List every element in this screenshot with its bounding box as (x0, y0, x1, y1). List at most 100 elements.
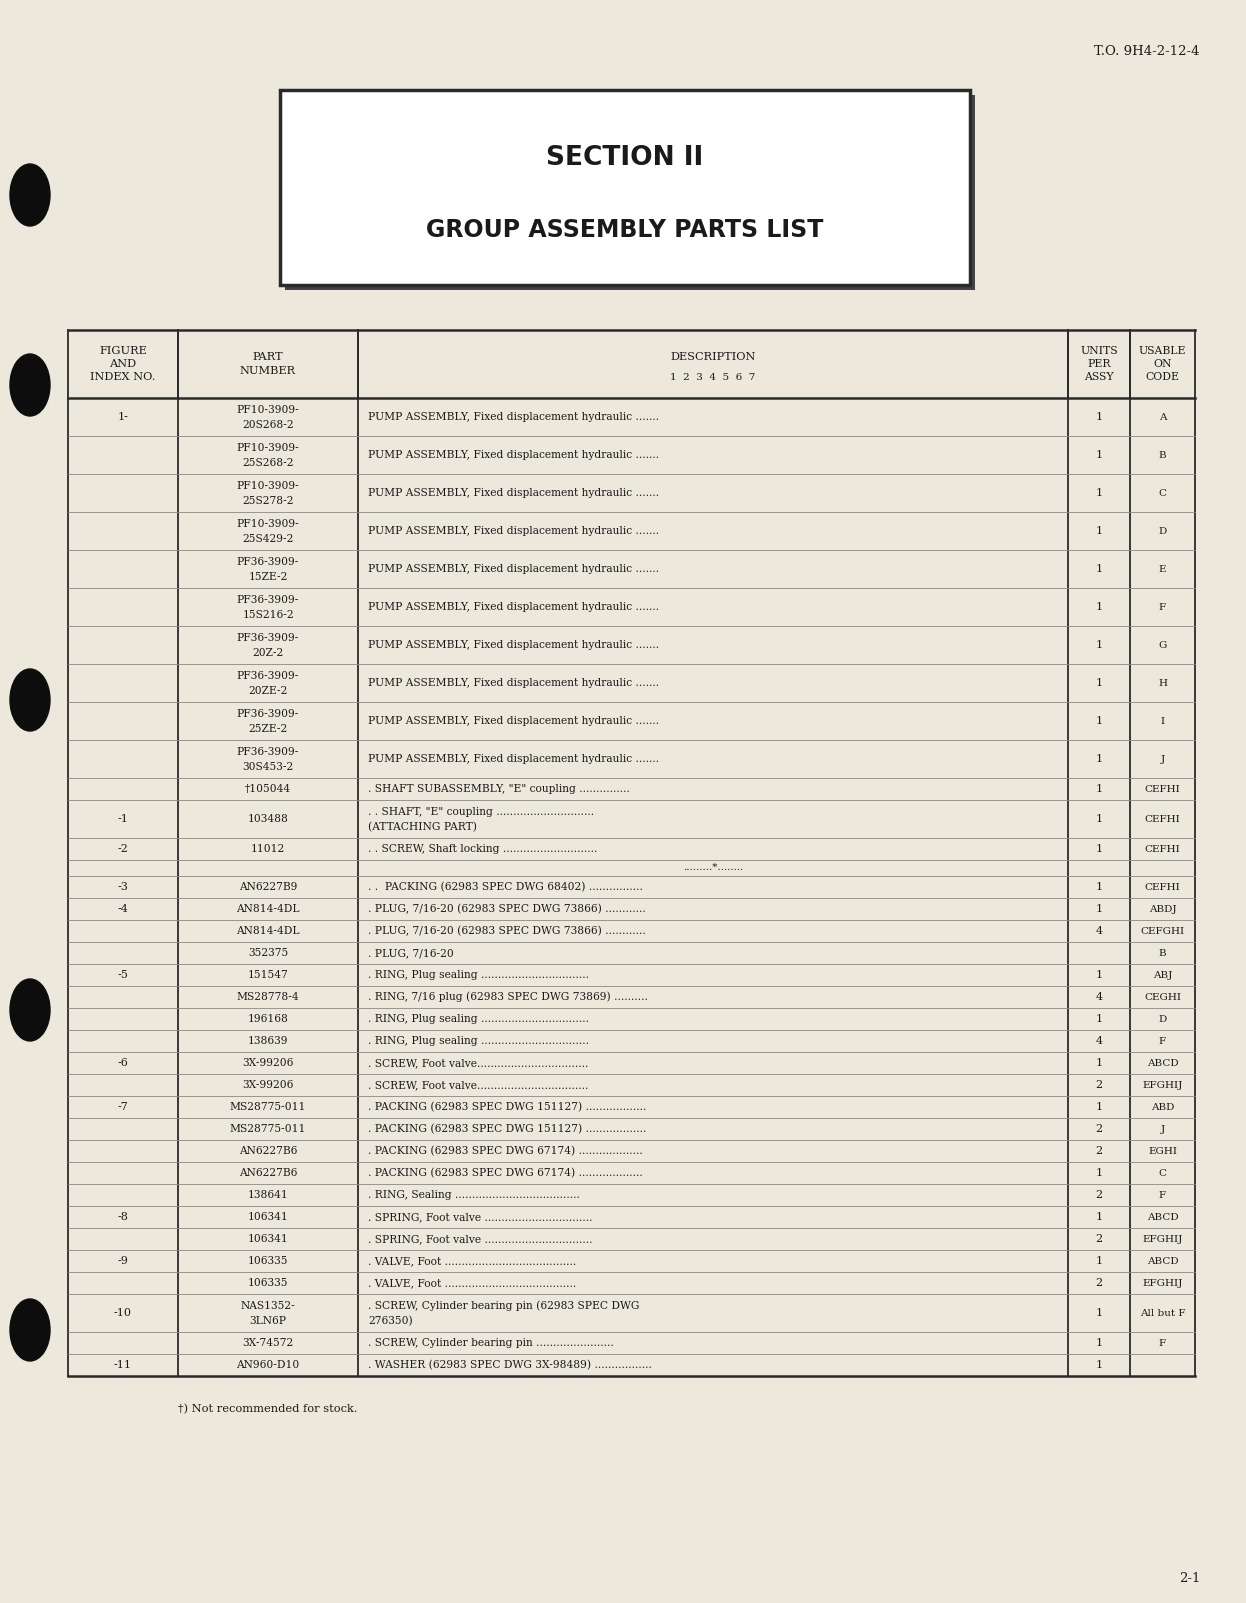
Text: 138639: 138639 (248, 1036, 288, 1047)
Text: 1: 1 (1095, 1308, 1103, 1318)
Text: . PACKING (62983 SPEC DWG 67174) ...................: . PACKING (62983 SPEC DWG 67174) .......… (368, 1169, 643, 1178)
Text: 1: 1 (1095, 1058, 1103, 1068)
Text: CEGHI: CEGHI (1144, 992, 1181, 1002)
Text: 1: 1 (1095, 970, 1103, 979)
Ellipse shape (10, 164, 50, 226)
Text: . PLUG, 7/16-20: . PLUG, 7/16-20 (368, 947, 454, 959)
Text: G: G (1159, 641, 1166, 649)
Text: I: I (1160, 717, 1165, 726)
Text: DESCRIPTION: DESCRIPTION (670, 353, 755, 362)
Text: PUMP ASSEMBLY, Fixed displacement hydraulic .......: PUMP ASSEMBLY, Fixed displacement hydrau… (368, 526, 659, 535)
Text: 196168: 196168 (248, 1015, 288, 1024)
Text: 1: 1 (1095, 678, 1103, 688)
Text: 1: 1 (1095, 717, 1103, 726)
Text: . SCREW, Cylinder bearing pin (62983 SPEC DWG: . SCREW, Cylinder bearing pin (62983 SPE… (368, 1302, 639, 1311)
Text: 1: 1 (1095, 450, 1103, 460)
Text: . PACKING (62983 SPEC DWG 151127) ..................: . PACKING (62983 SPEC DWG 151127) ......… (368, 1101, 647, 1112)
Text: 25S268-2: 25S268-2 (242, 458, 294, 468)
Text: . RING, 7/16 plug (62983 SPEC DWG 73869) ..........: . RING, 7/16 plug (62983 SPEC DWG 73869)… (368, 992, 648, 1002)
Text: 20S268-2: 20S268-2 (242, 420, 294, 430)
Text: EFGHIJ: EFGHIJ (1143, 1080, 1182, 1090)
Text: PUMP ASSEMBLY, Fixed displacement hydraulic .......: PUMP ASSEMBLY, Fixed displacement hydrau… (368, 603, 659, 612)
Text: AN814-4DL: AN814-4DL (237, 927, 300, 936)
Text: C: C (1159, 489, 1166, 497)
Text: PF10-3909-: PF10-3909- (237, 442, 299, 454)
Text: . PLUG, 7/16-20 (62983 SPEC DWG 73866) ............: . PLUG, 7/16-20 (62983 SPEC DWG 73866) .… (368, 904, 645, 914)
Text: . SCREW, Cylinder bearing pin .......................: . SCREW, Cylinder bearing pin ..........… (368, 1339, 614, 1348)
Text: 1: 1 (1095, 784, 1103, 793)
Text: PUMP ASSEMBLY, Fixed displacement hydraulic .......: PUMP ASSEMBLY, Fixed displacement hydrau… (368, 753, 659, 765)
Text: PUMP ASSEMBLY, Fixed displacement hydraulic .......: PUMP ASSEMBLY, Fixed displacement hydrau… (368, 450, 659, 460)
Text: 25S278-2: 25S278-2 (242, 497, 294, 507)
Text: J: J (1160, 1124, 1165, 1133)
Text: PF36-3909-: PF36-3909- (237, 709, 299, 720)
Text: 4: 4 (1095, 927, 1103, 936)
Text: 2: 2 (1095, 1146, 1103, 1156)
Text: . SPRING, Foot valve ................................: . SPRING, Foot valve ...................… (368, 1234, 593, 1244)
Text: 2: 2 (1095, 1278, 1103, 1287)
Text: 1: 1 (1095, 1257, 1103, 1266)
Text: -6: -6 (117, 1058, 128, 1068)
Text: 1: 1 (1095, 526, 1103, 535)
Ellipse shape (10, 979, 50, 1040)
Text: F: F (1159, 603, 1166, 611)
Text: PUMP ASSEMBLY, Fixed displacement hydraulic .......: PUMP ASSEMBLY, Fixed displacement hydrau… (368, 564, 659, 574)
Text: -1: -1 (117, 814, 128, 824)
Text: 2-1: 2-1 (1179, 1573, 1200, 1585)
Text: F: F (1159, 1037, 1166, 1045)
Text: -8: -8 (117, 1212, 128, 1221)
Text: 1: 1 (1095, 640, 1103, 649)
Text: 106335: 106335 (248, 1257, 288, 1266)
Text: CEFHI: CEFHI (1145, 814, 1180, 824)
Text: AN6227B9: AN6227B9 (239, 882, 298, 891)
Text: 1: 1 (1095, 1212, 1103, 1221)
Text: -3: -3 (117, 882, 128, 891)
Text: . RING, Plug sealing ................................: . RING, Plug sealing ...................… (368, 1015, 589, 1024)
Text: ABCD: ABCD (1146, 1257, 1179, 1265)
Text: . . SCREW, Shaft locking ............................: . . SCREW, Shaft locking ...............… (368, 845, 597, 854)
Text: 15S216-2: 15S216-2 (242, 611, 294, 620)
Text: -11: -11 (113, 1359, 132, 1371)
Text: . RING, Sealing .....................................: . RING, Sealing ........................… (368, 1189, 579, 1201)
Text: AN6227B6: AN6227B6 (239, 1146, 298, 1156)
Text: F: F (1159, 1191, 1166, 1199)
Text: 1: 1 (1095, 882, 1103, 891)
Text: ABDJ: ABDJ (1149, 904, 1176, 914)
Text: AN814-4DL: AN814-4DL (237, 904, 300, 914)
Text: NAS1352-: NAS1352- (240, 1302, 295, 1311)
Text: B: B (1159, 949, 1166, 957)
Text: EFGHIJ: EFGHIJ (1143, 1234, 1182, 1244)
Text: All but F: All but F (1140, 1308, 1185, 1318)
Ellipse shape (10, 354, 50, 417)
Text: 3X-99206: 3X-99206 (242, 1058, 294, 1068)
Text: 1: 1 (1095, 814, 1103, 824)
Text: ABCD: ABCD (1146, 1212, 1179, 1221)
Text: 1: 1 (1095, 487, 1103, 499)
Text: †105044: †105044 (245, 784, 292, 793)
Text: PF10-3909-: PF10-3909- (237, 406, 299, 415)
Text: 138641: 138641 (248, 1189, 288, 1201)
Text: 1: 1 (1095, 845, 1103, 854)
Text: . RING, Plug sealing ................................: . RING, Plug sealing ...................… (368, 1036, 589, 1047)
Text: D: D (1159, 526, 1166, 535)
Text: PF36-3909-: PF36-3909- (237, 558, 299, 567)
Text: H: H (1158, 678, 1168, 688)
Text: PF10-3909-: PF10-3909- (237, 481, 299, 491)
Text: -9: -9 (117, 1257, 128, 1266)
Text: MS28775-011: MS28775-011 (229, 1124, 307, 1133)
Text: . .  PACKING (62983 SPEC DWG 68402) ................: . . PACKING (62983 SPEC DWG 68402) .....… (368, 882, 643, 893)
Text: 106335: 106335 (248, 1278, 288, 1287)
FancyBboxPatch shape (285, 95, 976, 290)
Text: . SPRING, Foot valve ................................: . SPRING, Foot valve ...................… (368, 1212, 593, 1221)
Text: -2: -2 (117, 845, 128, 854)
Text: 1: 1 (1095, 1339, 1103, 1348)
Text: 2: 2 (1095, 1124, 1103, 1133)
Text: MS28778-4: MS28778-4 (237, 992, 299, 1002)
Text: 151547: 151547 (248, 970, 288, 979)
Text: .........*........: .........*........ (683, 864, 743, 872)
Text: CEFHI: CEFHI (1145, 883, 1180, 891)
Text: . RING, Plug sealing ................................: . RING, Plug sealing ...................… (368, 970, 589, 979)
Text: AN6227B6: AN6227B6 (239, 1169, 298, 1178)
Text: GROUP ASSEMBLY PARTS LIST: GROUP ASSEMBLY PARTS LIST (426, 218, 824, 242)
Text: -10: -10 (113, 1308, 132, 1318)
